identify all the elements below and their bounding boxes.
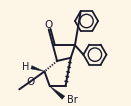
- Polygon shape: [50, 86, 65, 99]
- Text: O: O: [27, 77, 35, 87]
- Polygon shape: [31, 66, 45, 71]
- Text: H: H: [22, 62, 29, 72]
- Text: O: O: [45, 20, 53, 30]
- Text: Br: Br: [67, 95, 77, 105]
